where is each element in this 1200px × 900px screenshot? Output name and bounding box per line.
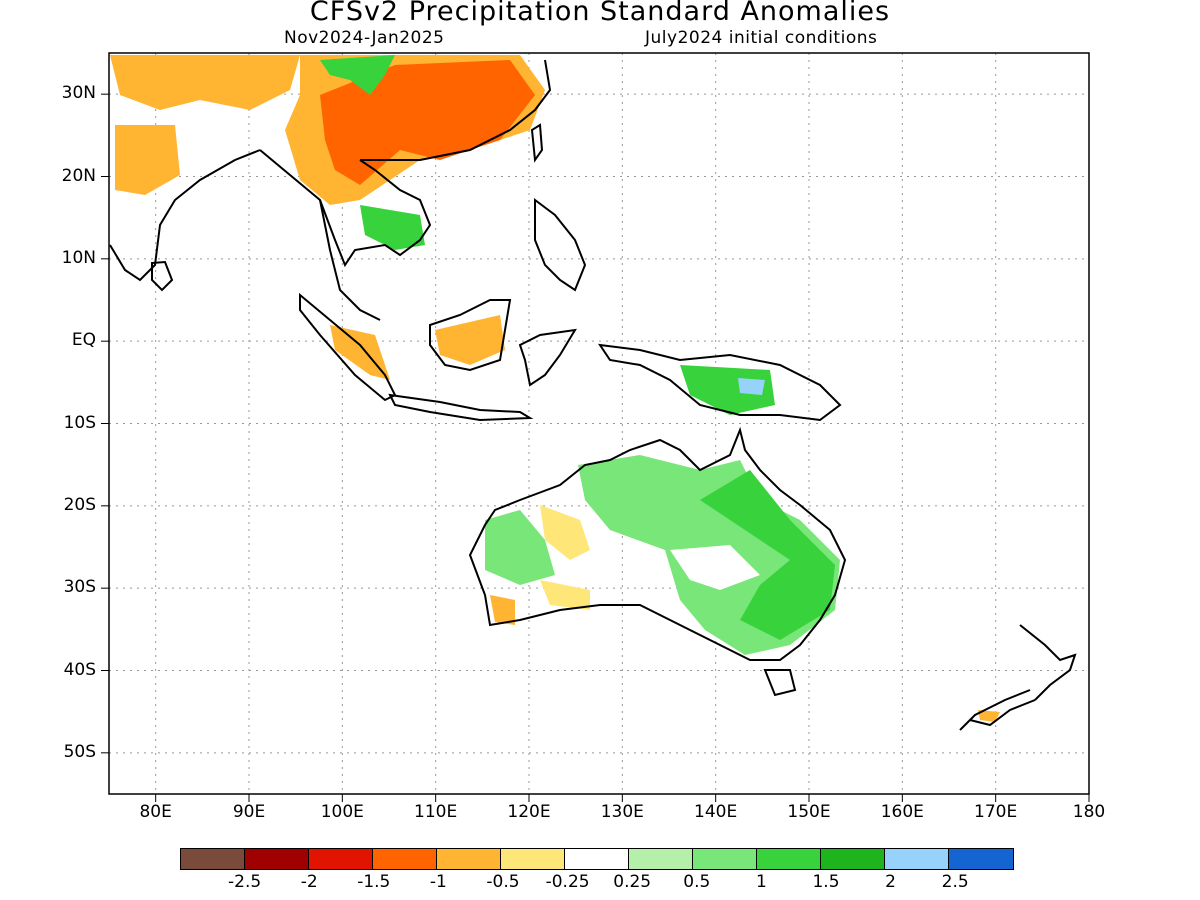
- coast-taiwan: [530, 123, 544, 163]
- lon-tick-label: 160E: [880, 802, 924, 822]
- lon-tick-label: 150E: [787, 802, 831, 822]
- lat-tick-label: 50S: [63, 741, 96, 762]
- lon-tick-label: 100E: [320, 802, 364, 822]
- coast-borneo: [429, 299, 512, 372]
- lon-tick-label: 180: [1072, 802, 1106, 822]
- lat-tick-label: 10S: [63, 412, 96, 433]
- wet-region-tibet: [320, 55, 395, 95]
- coast-philippines: [534, 198, 587, 292]
- dry-region-north-india: [110, 55, 300, 110]
- colorbar-swatch: [629, 849, 693, 869]
- gridlines: [109, 53, 1090, 794]
- wet-region-australia-west: [485, 510, 555, 585]
- colorbar-label: -1.5: [357, 872, 391, 892]
- coast-sulawesi: [518, 328, 577, 387]
- colorbar-swatch: [437, 849, 501, 869]
- colorbar-label: -2.5: [228, 872, 262, 892]
- colorbar-swatch: [245, 849, 309, 869]
- coast-sri-lanka: [151, 260, 174, 292]
- colorbar: [180, 848, 1014, 870]
- coast-china: [360, 59, 552, 161]
- colorbar-swatch: [757, 849, 821, 869]
- colorbar-swatch: [949, 849, 1013, 869]
- coast-india: [109, 149, 261, 282]
- dry-region-sumatra: [330, 325, 390, 380]
- colorbar-label: 2: [885, 872, 896, 892]
- colorbar-swatch: [885, 849, 949, 869]
- colorbar-label: 2.5: [941, 872, 969, 892]
- lat-tick-label: 30N: [61, 83, 96, 104]
- lon-tick-label: 130E: [600, 802, 644, 822]
- coast-nz-north: [1019, 624, 1077, 701]
- chart-title: CFSv2 Precipitation Standard Anomalies: [309, 0, 891, 27]
- colorbar-swatch: [181, 849, 245, 869]
- colorbar-swatch: [501, 849, 565, 869]
- lat-tick-label: 10N: [61, 247, 96, 268]
- colorbar-swatch: [309, 849, 373, 869]
- wetter-region-australia-east: [700, 470, 835, 640]
- dry-region-australia-northwest: [540, 505, 590, 560]
- colorbar-label: -2: [300, 872, 318, 892]
- lon-tick-label: 140E: [694, 802, 738, 822]
- coast-tasmania: [763, 669, 797, 697]
- dry-region-new-zealand: [978, 710, 1000, 722]
- lat-tick-label: 20N: [61, 165, 96, 186]
- very-wet-region-new-guinea: [738, 378, 765, 395]
- wet-region-indochina: [360, 205, 425, 250]
- forecast-period: Nov2024-Jan2025: [284, 28, 445, 48]
- dry-region-australia-south: [540, 580, 590, 610]
- colorbar-label: 0.25: [613, 872, 652, 892]
- colorbar-swatch: [373, 849, 437, 869]
- lat-tick-label: 40S: [63, 659, 96, 680]
- colorbar-label: -1: [429, 872, 447, 892]
- coast-indochina: [259, 149, 432, 268]
- colorbar-label: -0.5: [486, 872, 520, 892]
- dry-region-india-west: [115, 125, 180, 195]
- colorbar-swatch: [693, 849, 757, 869]
- dry-region-borneo: [435, 315, 505, 365]
- lon-tick-label: 120E: [507, 802, 551, 822]
- lon-tick-label: 110E: [414, 802, 458, 822]
- neutral-region-australia-central: [670, 545, 760, 590]
- colorbar-swatch: [821, 849, 885, 869]
- wet-region-new-guinea: [680, 365, 775, 415]
- colorbar-label: -0.25: [545, 872, 590, 892]
- coastlines: [109, 59, 1077, 731]
- colorbar-label: 1: [755, 872, 767, 892]
- colorbar-swatch: [565, 849, 629, 869]
- anomaly-shading: [110, 55, 1000, 722]
- lon-tick-label: 90E: [232, 802, 266, 822]
- lon-tick-label: 170E: [974, 802, 1018, 822]
- colorbar-label: 1.5: [812, 872, 840, 892]
- dry-region-australia-southwest: [490, 595, 515, 625]
- colorbar-label: 0.5: [683, 872, 711, 892]
- lon-tick-label: 80E: [139, 802, 172, 822]
- coast-java: [388, 393, 534, 422]
- coast-australia: [468, 426, 847, 661]
- coast-new-guinea: [597, 343, 842, 422]
- lat-tick-label: 20S: [63, 494, 96, 515]
- initial-conditions: July2024 initial conditions: [645, 28, 878, 48]
- coast-nz-south: [959, 689, 1036, 731]
- drier-region-south-china: [320, 60, 535, 185]
- lat-tick-label: EQ: [71, 330, 96, 351]
- lat-tick-label: 30S: [63, 577, 96, 598]
- coast-sumatra: [299, 292, 397, 402]
- coast-malay-peninsula: [319, 199, 381, 321]
